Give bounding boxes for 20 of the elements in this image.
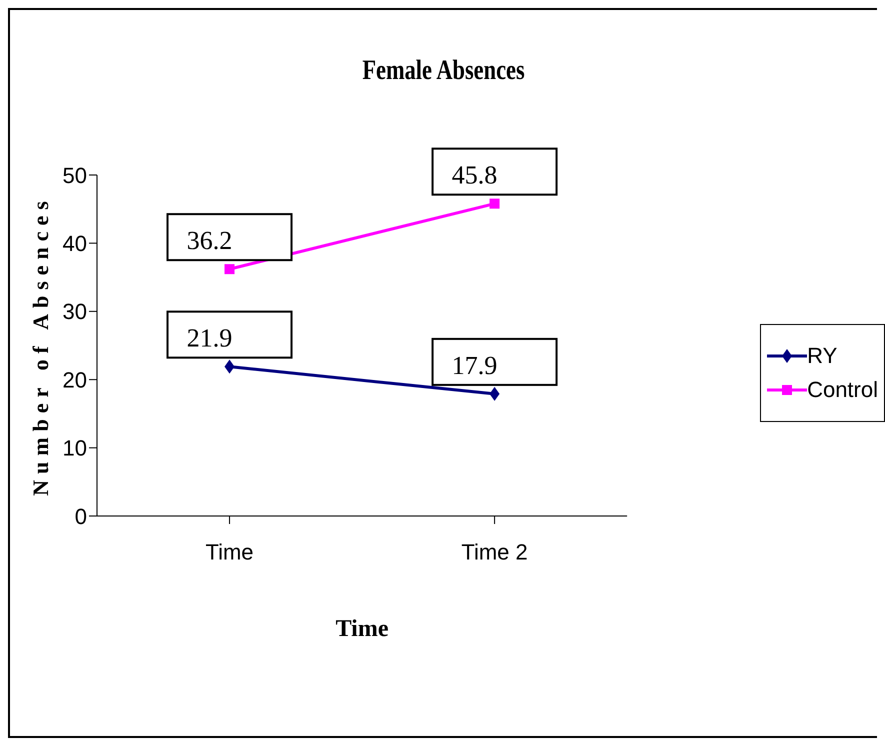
y-axis-title: Number of Absences	[28, 195, 53, 496]
data-label: 45.8	[452, 160, 498, 190]
y-tick-label: 0	[74, 504, 87, 529]
x-axis-title: Time	[336, 616, 389, 642]
data-label: 36.2	[186, 226, 232, 256]
data-label: 17.9	[452, 350, 498, 380]
y-tick-label: 40	[62, 231, 87, 256]
legend-label: Control	[807, 377, 878, 403]
point	[224, 264, 235, 274]
point	[490, 198, 500, 209]
chart-title: Female Absences	[361, 55, 526, 87]
x-tick-label: Time 2	[461, 540, 528, 565]
point	[224, 360, 235, 374]
y-tick-label: 30	[62, 299, 87, 324]
y-tick-label: 10	[62, 436, 87, 461]
legend-label: RY	[807, 343, 838, 369]
y-tick-label: 50	[62, 162, 87, 188]
point	[490, 386, 500, 401]
data-label: 21.9	[186, 324, 232, 353]
y-tick-label: 20	[62, 367, 87, 392]
